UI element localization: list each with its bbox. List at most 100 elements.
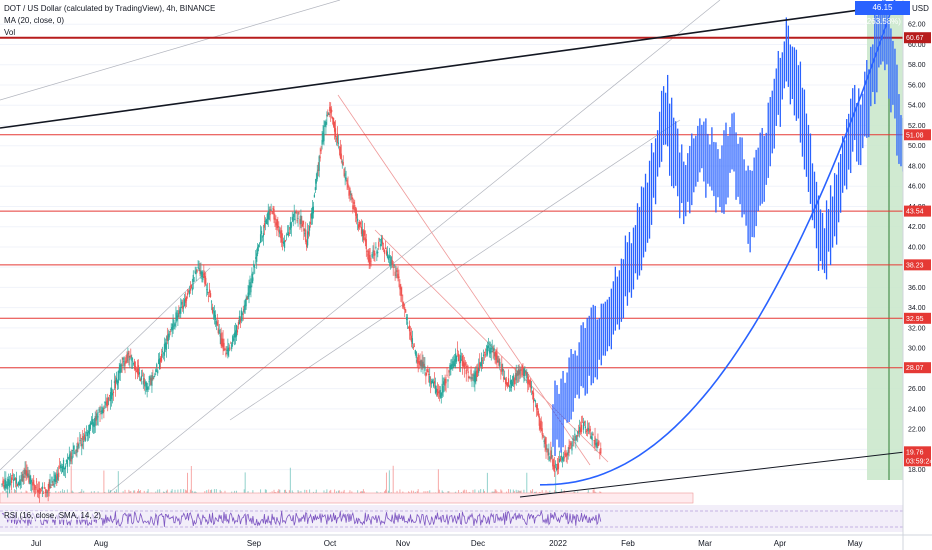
candle-body bbox=[600, 448, 602, 454]
candle-body bbox=[260, 230, 263, 235]
candle-body bbox=[558, 458, 561, 463]
candle-body bbox=[334, 128, 337, 138]
volume-bar bbox=[70, 465, 72, 500]
candle-body bbox=[218, 329, 220, 334]
candle-body bbox=[169, 331, 171, 333]
candle-body bbox=[364, 237, 366, 242]
candle-body bbox=[554, 464, 556, 472]
candle-body bbox=[245, 298, 247, 307]
candle-body bbox=[40, 490, 43, 492]
candle-body bbox=[45, 489, 47, 494]
candle-body bbox=[67, 457, 69, 459]
candle-body bbox=[309, 221, 312, 224]
candle-body bbox=[408, 325, 411, 332]
candle-body bbox=[343, 168, 345, 177]
candle-body bbox=[513, 378, 515, 385]
candle-body bbox=[282, 242, 284, 243]
fan-line[interactable] bbox=[99, 0, 721, 501]
candle-body bbox=[578, 430, 580, 433]
candle-body bbox=[572, 438, 574, 440]
candle-body bbox=[283, 241, 285, 244]
candle-body bbox=[128, 350, 130, 358]
candle-body bbox=[209, 293, 212, 297]
candle-body bbox=[359, 222, 362, 225]
candle-body bbox=[298, 212, 300, 214]
candle-body bbox=[566, 454, 568, 456]
candle-body bbox=[562, 455, 564, 461]
candle-body bbox=[568, 445, 570, 453]
price-tick-label: 24.00 bbox=[908, 406, 926, 413]
candle-body bbox=[20, 475, 22, 480]
candle-body bbox=[69, 454, 71, 461]
candle-body bbox=[308, 226, 311, 231]
candle-body bbox=[224, 349, 226, 351]
volume-bar bbox=[437, 469, 439, 500]
candle-body bbox=[209, 289, 211, 293]
candle-body bbox=[456, 355, 458, 362]
fan-line[interactable] bbox=[0, 0, 341, 101]
candle-body bbox=[90, 422, 92, 425]
symbol-title[interactable]: DOT / US Dollar (calculated by TradingVi… bbox=[4, 4, 216, 13]
candle-body bbox=[98, 408, 100, 412]
candle-body bbox=[377, 252, 379, 253]
time-axis-ticks: Jul Aug Sep Oct Nov Dec 2022 Feb Mar Apr May bbox=[31, 539, 863, 548]
candle-body bbox=[184, 297, 187, 303]
candle-body bbox=[280, 230, 282, 239]
trendline-top[interactable] bbox=[0, 0, 932, 129]
candle-body bbox=[234, 330, 237, 338]
candle-body bbox=[378, 241, 380, 247]
candle-body bbox=[549, 457, 551, 459]
candle-body bbox=[139, 379, 142, 382]
candle-body bbox=[212, 310, 215, 312]
price-tick-label: 40.00 bbox=[908, 244, 926, 251]
candle-body bbox=[85, 432, 88, 434]
candle-body bbox=[560, 455, 562, 458]
candle-body bbox=[495, 350, 497, 360]
candle-body bbox=[586, 428, 588, 432]
candle-body bbox=[276, 219, 278, 229]
candle-body bbox=[39, 489, 42, 491]
candle-body bbox=[339, 146, 341, 158]
candle-body bbox=[333, 117, 335, 127]
candle-body bbox=[132, 360, 134, 362]
candle-body bbox=[126, 354, 128, 362]
candle-body bbox=[247, 292, 249, 299]
candle-body bbox=[103, 409, 105, 412]
candle-body bbox=[407, 322, 409, 324]
volume-legend[interactable]: Vol bbox=[4, 28, 16, 37]
candle-body bbox=[474, 372, 476, 383]
candle-body bbox=[293, 212, 295, 218]
candle-body bbox=[476, 370, 478, 377]
fan-line[interactable] bbox=[229, 119, 681, 421]
candle-body bbox=[34, 485, 36, 491]
fan-line[interactable] bbox=[337, 94, 591, 466]
candle-body bbox=[10, 480, 12, 482]
candle-body bbox=[518, 369, 520, 376]
candle-body bbox=[552, 459, 554, 467]
rsi-line bbox=[1, 509, 602, 527]
candle-body bbox=[543, 440, 545, 443]
candle-body bbox=[528, 379, 530, 384]
price-level-tag-label: 51.08 bbox=[906, 132, 924, 139]
candle-body bbox=[480, 363, 482, 367]
ma-legend[interactable]: MA (20, close, 0) bbox=[4, 16, 65, 25]
price-tick-label: 52.00 bbox=[908, 123, 926, 130]
candle-body bbox=[383, 249, 386, 254]
volume-bar bbox=[117, 471, 119, 500]
candle-body bbox=[148, 381, 150, 382]
volume-bar bbox=[392, 465, 394, 500]
candle-body bbox=[490, 350, 492, 353]
fan-line[interactable] bbox=[0, 267, 211, 471]
candle-body bbox=[432, 380, 434, 384]
candle-body bbox=[564, 453, 566, 455]
rsi-legend[interactable]: RSI (16, close, SMA, 14, 2) bbox=[4, 511, 101, 520]
candle-body bbox=[567, 450, 569, 456]
trendline-bottom[interactable] bbox=[519, 451, 906, 498]
candle-body bbox=[522, 366, 524, 376]
candle-body bbox=[380, 243, 382, 247]
candle-body bbox=[65, 460, 67, 462]
candle-body bbox=[412, 347, 414, 349]
candle-body bbox=[329, 106, 331, 112]
candle-body bbox=[200, 271, 202, 275]
